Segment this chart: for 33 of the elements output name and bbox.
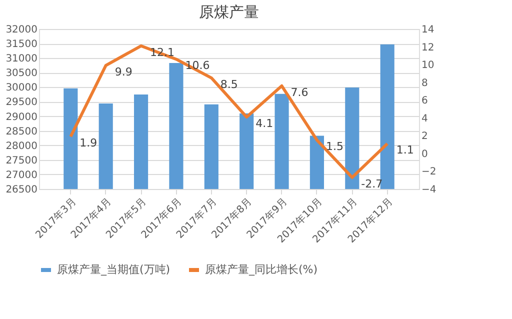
y2-tick-label: 12 [422,42,434,54]
chart-title: 原煤产量 [199,3,259,21]
y-tick-label: 28000 [6,140,38,152]
data-label: 9.9 [114,65,132,78]
y2-tick-label: 4 [422,113,428,124]
y2-tick-label: 0 [422,148,428,160]
data-label: 4.1 [256,117,274,130]
y2-tick-label: 14 [422,24,434,36]
data-label: 1.9 [80,136,98,150]
y2-tick-label: 10 [422,60,434,72]
legend-label: 原煤产量_同比增长(%) [205,263,318,276]
y-tick-label: 27000 [6,170,38,181]
y2-tick-label: 2 [422,131,428,142]
y-tick-label: 31000 [6,54,38,65]
data-label: 1.5 [326,140,344,154]
y2-tick-label: −2 [422,166,436,178]
line-series [69,44,389,179]
y-tick-label: 28500 [6,126,38,138]
data-label: 1.1 [396,144,414,157]
y-tick-label: 26500 [6,184,38,196]
y-tick-label: 32000 [6,24,38,36]
y2-tick-label: 6 [422,96,428,107]
data-label: 8.5 [220,78,238,91]
y-tick-label: 30500 [6,68,38,80]
y-tick-label: 29000 [6,112,38,123]
y-tick-label: 31500 [6,39,38,50]
y-tick-label: 29500 [6,97,38,108]
y2-tick-label: 8 [422,78,428,89]
y-tick-label: 30000 [6,82,38,94]
y-tick-label: 27500 [6,155,38,166]
legend-label: 原煤产量_当期值(万吨) [57,263,170,276]
y2-tick-label: −4 [422,184,436,196]
data-label: 7.6 [290,86,308,99]
